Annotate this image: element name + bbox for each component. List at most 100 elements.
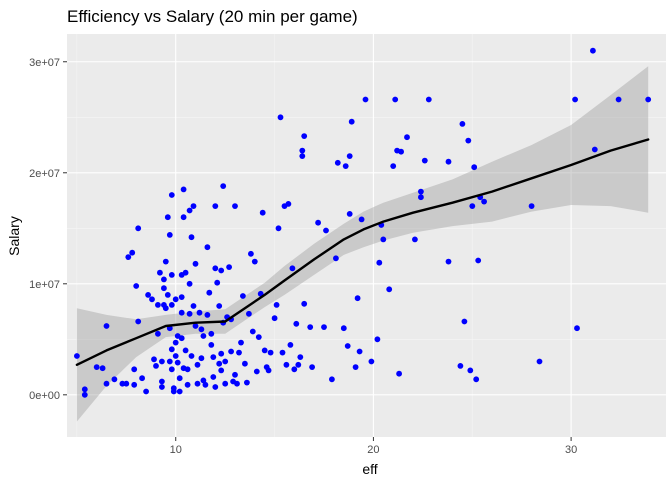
data-point [591, 146, 598, 153]
data-point [153, 363, 159, 369]
data-point [344, 343, 351, 349]
data-point [283, 361, 290, 368]
data-point [123, 380, 130, 387]
data-point [133, 283, 140, 289]
data-point [157, 269, 163, 276]
data-point [285, 201, 292, 207]
data-point [204, 244, 211, 251]
data-point [180, 186, 187, 193]
data-point [265, 367, 272, 374]
data-point [249, 328, 256, 335]
data-point [168, 272, 175, 278]
data-point [208, 330, 215, 337]
data-point [182, 269, 189, 276]
data-point [275, 225, 282, 232]
data-point [334, 159, 341, 166]
data-point [528, 203, 535, 210]
data-point [412, 236, 418, 243]
data-point [176, 375, 183, 382]
data-point [340, 325, 347, 332]
y-axis-title: Salary [6, 216, 22, 256]
data-point [536, 358, 543, 365]
data-point [309, 364, 315, 370]
data-point [99, 365, 106, 372]
data-point [291, 366, 298, 373]
data-point [645, 96, 652, 103]
data-point [135, 318, 142, 325]
data-point [392, 96, 399, 103]
data-point [615, 96, 622, 103]
data-point [159, 378, 165, 385]
data-point [473, 376, 480, 383]
data-point [200, 377, 207, 384]
x-axis: 10 20 30 [170, 437, 577, 456]
data-point [465, 137, 472, 144]
data-point [299, 147, 306, 154]
data-point [425, 96, 432, 103]
data-point [222, 358, 229, 365]
data-point [168, 192, 175, 198]
data-point [81, 386, 88, 393]
data-point [178, 309, 185, 316]
data-point [321, 324, 327, 330]
data-point [461, 318, 468, 325]
data-point [210, 374, 217, 380]
data-point [323, 227, 329, 234]
data-point [218, 367, 225, 374]
data-point [253, 368, 260, 375]
data-point [356, 348, 363, 355]
x-tick-label: 30 [565, 444, 577, 456]
data-point [467, 367, 474, 374]
data-point [168, 366, 175, 373]
data-point [159, 384, 165, 390]
data-point [166, 232, 173, 238]
data-point [390, 163, 397, 170]
y-tick-label: 0e+00 [29, 390, 60, 402]
data-point [212, 203, 219, 210]
chart-title: Efficiency vs Salary (20 min per game) [67, 7, 358, 26]
data-point [212, 384, 219, 390]
data-point [342, 163, 349, 170]
data-point [251, 258, 258, 265]
data-point [368, 358, 375, 365]
data-point [307, 324, 314, 330]
data-point [236, 349, 242, 356]
data-point [111, 376, 118, 383]
data-point [315, 219, 321, 226]
data-point [471, 164, 478, 171]
data-point [170, 388, 177, 395]
data-point [168, 346, 175, 353]
data-point [103, 380, 110, 387]
data-point [135, 225, 142, 232]
data-point [164, 214, 171, 221]
data-point [301, 133, 308, 140]
data-point [271, 315, 278, 322]
data-point [208, 342, 215, 348]
data-points [74, 47, 652, 398]
data-point [184, 366, 191, 373]
data-point [590, 47, 596, 54]
data-point [232, 203, 238, 210]
data-point [346, 211, 353, 217]
data-point [398, 148, 404, 155]
data-point [188, 234, 195, 241]
x-tick-label: 10 [170, 444, 182, 456]
data-point [354, 295, 361, 302]
data-point [186, 207, 193, 214]
data-point [190, 303, 197, 309]
data-point [194, 380, 201, 387]
data-point [299, 153, 306, 160]
data-point [204, 312, 211, 318]
data-point [445, 258, 452, 265]
data-point [295, 361, 302, 368]
grid-minor [67, 34, 666, 437]
x-tick-label: 20 [367, 444, 379, 456]
data-point [301, 300, 308, 307]
data-point [180, 214, 187, 221]
data-point [155, 330, 161, 337]
data-point [421, 157, 428, 164]
data-point [348, 118, 355, 125]
data-point [226, 264, 233, 270]
data-point [418, 194, 424, 201]
data-point [216, 360, 223, 367]
